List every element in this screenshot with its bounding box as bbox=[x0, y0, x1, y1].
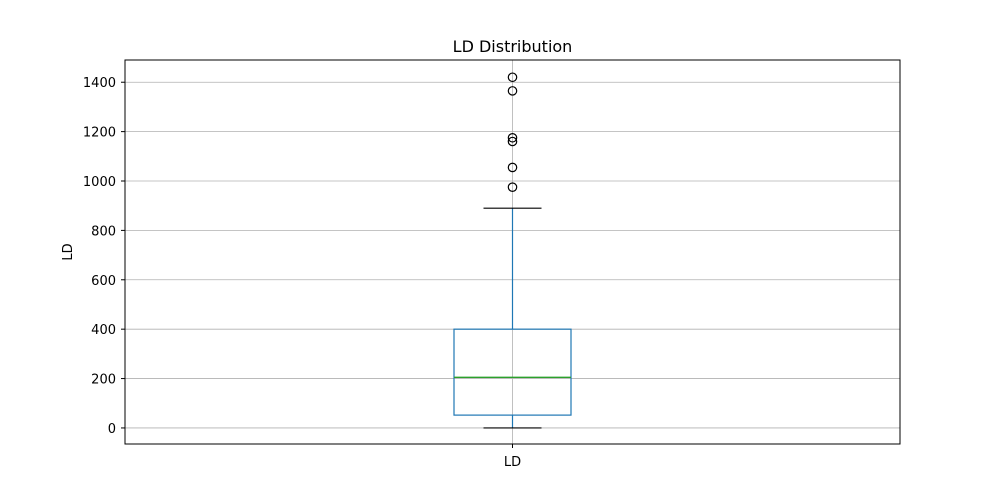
y-tick-label: 0 bbox=[108, 422, 116, 437]
y-tick-label: 1200 bbox=[83, 126, 116, 141]
y-tick-label: 400 bbox=[91, 323, 116, 338]
chart-title: LD Distribution bbox=[453, 37, 573, 56]
outlier-point bbox=[507, 162, 518, 173]
y-tick-label: 600 bbox=[91, 274, 116, 289]
y-tick-label: 1000 bbox=[83, 175, 116, 190]
x-tick-label: LD bbox=[504, 455, 521, 470]
interquartile-box bbox=[453, 328, 572, 416]
y-tick-label: 200 bbox=[91, 373, 116, 388]
y-tick-label: 1400 bbox=[83, 76, 116, 91]
outlier-point bbox=[507, 86, 518, 96]
outlier-point bbox=[507, 136, 518, 147]
outlier-point bbox=[507, 72, 518, 83]
outlier-point bbox=[507, 182, 518, 192]
y-tick-label: 800 bbox=[91, 224, 116, 239]
y-axis-title: LD bbox=[61, 243, 76, 260]
axis-ticks: 0 200 400 600 800 1000 1200 1400 LD bbox=[83, 76, 521, 470]
outlier-point bbox=[507, 132, 518, 143]
plot-area bbox=[453, 72, 572, 429]
